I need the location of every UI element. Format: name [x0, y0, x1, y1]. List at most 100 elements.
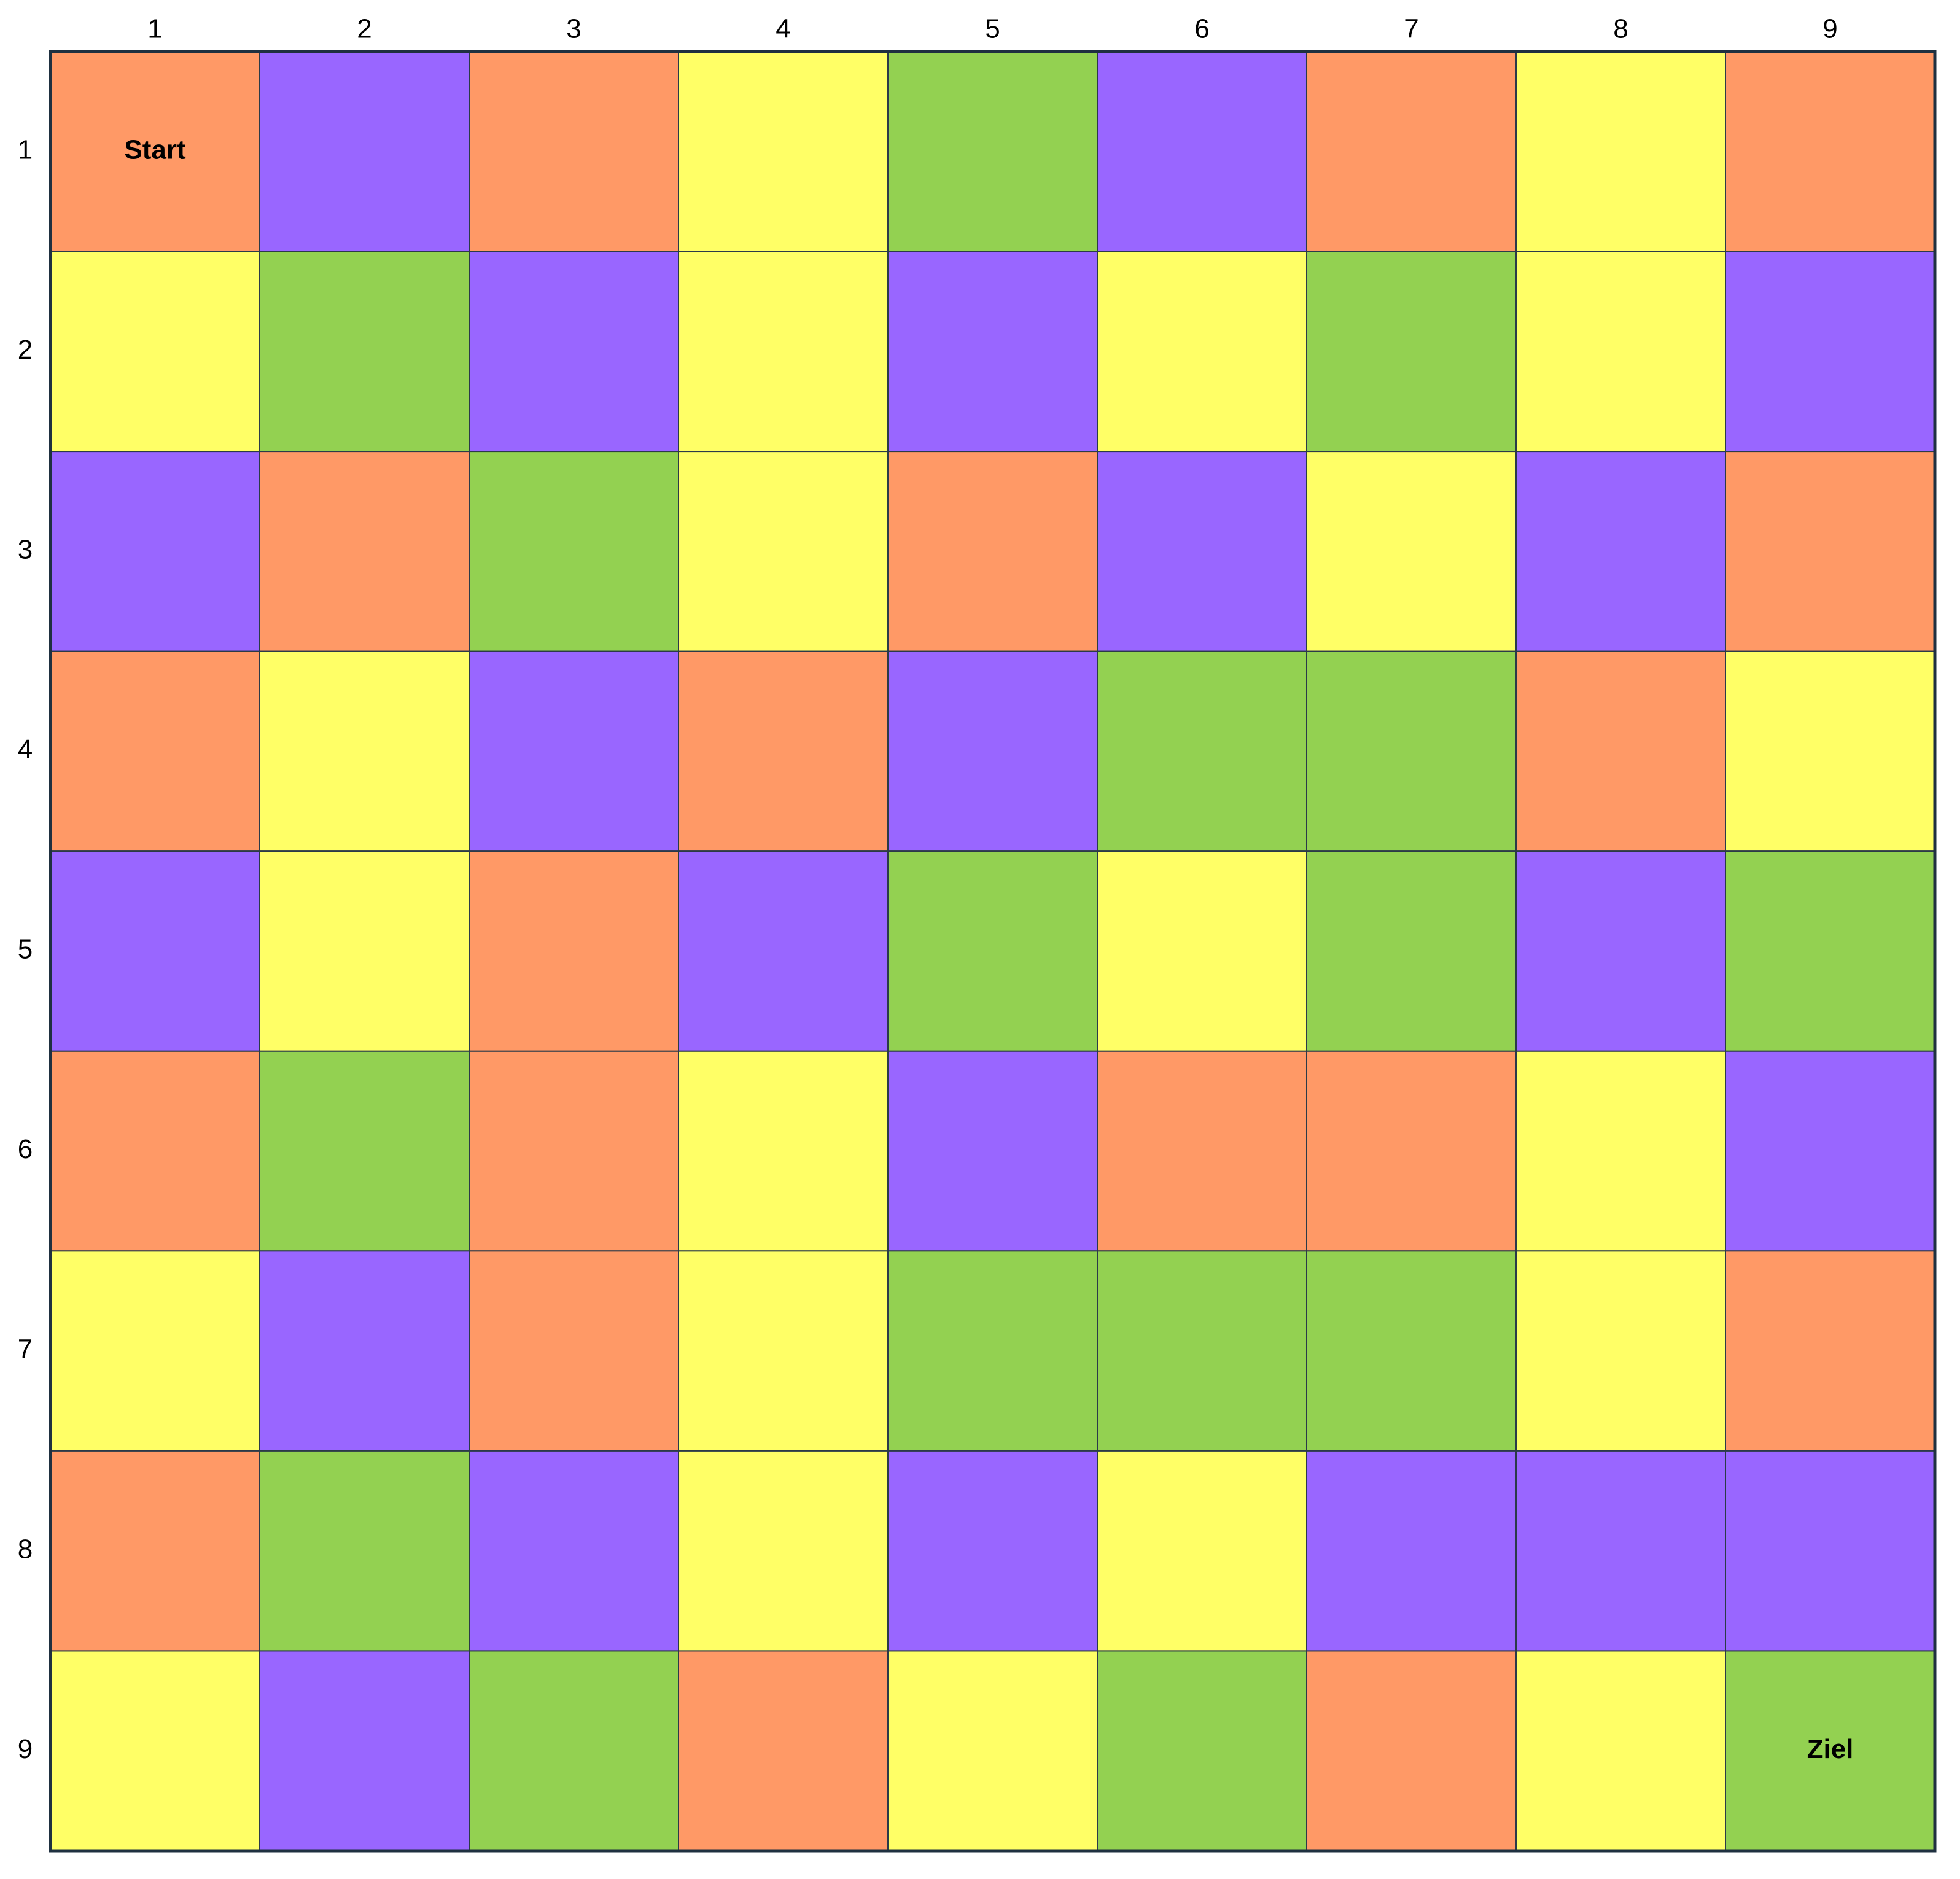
- board-cell: [1515, 1050, 1726, 1252]
- board-cell: [1097, 850, 1307, 1052]
- board-cell: [1097, 1450, 1307, 1652]
- column-label: 5: [985, 14, 1000, 44]
- column-label: 9: [1822, 14, 1837, 44]
- board-cell: [50, 451, 260, 652]
- board-cell: [678, 650, 889, 852]
- board-cell: [1725, 1250, 1935, 1452]
- board-cell: [469, 1250, 679, 1452]
- column-label: 3: [566, 14, 581, 44]
- board-cell: [50, 51, 260, 252]
- column-label: 4: [776, 14, 790, 44]
- board-cell: [1306, 1650, 1517, 1851]
- board-cell: [1306, 850, 1517, 1052]
- board-cell: [259, 1050, 470, 1252]
- board-cell: [678, 51, 889, 252]
- board-cell: [469, 51, 679, 252]
- board-cell: [50, 1050, 260, 1252]
- board-cell: [887, 251, 1098, 453]
- row-label: 3: [18, 535, 33, 565]
- board-cell: [1306, 451, 1517, 652]
- board-cell: [50, 1250, 260, 1452]
- board-cell: [259, 1650, 470, 1851]
- board-cell: [1097, 51, 1307, 252]
- board-cell: [1725, 451, 1935, 652]
- board-cell: [50, 1650, 260, 1851]
- board-cell: [469, 1650, 679, 1851]
- board-cell: [1306, 1050, 1517, 1252]
- board-cell: [259, 251, 470, 453]
- board-cell: [469, 850, 679, 1052]
- board-cell: [887, 850, 1098, 1052]
- board-cell: [1515, 451, 1726, 652]
- row-label: 1: [18, 134, 33, 165]
- board-cell: [678, 1250, 889, 1452]
- board-cell: [1515, 650, 1726, 852]
- column-label: 7: [1404, 14, 1418, 44]
- column-label: 2: [357, 14, 371, 44]
- board-cell: [1725, 1650, 1935, 1851]
- board-cell: [1097, 1650, 1307, 1851]
- board-cell: [887, 451, 1098, 652]
- board-cell: [1515, 51, 1726, 252]
- board-cell: [1306, 1250, 1517, 1452]
- board-cell: [259, 650, 470, 852]
- board-cell: [1097, 1250, 1307, 1452]
- board-cell: [1515, 850, 1726, 1052]
- board-cell: [1725, 251, 1935, 453]
- board-cell: [887, 1250, 1098, 1452]
- start-label: Start: [124, 134, 186, 165]
- board-cell: [259, 51, 470, 252]
- board-cell: [1725, 1050, 1935, 1252]
- row-label: 8: [18, 1534, 33, 1564]
- board-cell: [678, 1650, 889, 1851]
- board-cell: [678, 1050, 889, 1252]
- board-cell: [1725, 51, 1935, 252]
- row-label: 6: [18, 1134, 33, 1164]
- board-cell: [1306, 1450, 1517, 1652]
- board-cell: [259, 1250, 470, 1452]
- board-cell: [259, 451, 470, 652]
- row-label: 7: [18, 1334, 33, 1364]
- board-cell: [1097, 451, 1307, 652]
- board-border: [49, 50, 1937, 1853]
- board-cell: [887, 1650, 1098, 1851]
- board-cell: [1725, 1450, 1935, 1652]
- board-cell: [469, 650, 679, 852]
- goal-label: Ziel: [1807, 1734, 1854, 1764]
- board-cell: [1097, 1050, 1307, 1252]
- column-label: 1: [147, 14, 162, 44]
- row-label: 9: [18, 1734, 33, 1764]
- board-cell: [1097, 251, 1307, 453]
- board-cell: [1097, 650, 1307, 852]
- board-cell: [1515, 251, 1726, 453]
- row-label: 5: [18, 935, 33, 965]
- board-cell: [887, 1450, 1098, 1652]
- board-cell: [50, 1450, 260, 1652]
- board-cell: [887, 1050, 1098, 1252]
- board-cell: [259, 850, 470, 1052]
- row-label: 2: [18, 335, 33, 365]
- board-cell: [1725, 850, 1935, 1052]
- board-cell: [50, 650, 260, 852]
- board-cell: [1515, 1450, 1726, 1652]
- board-cell: [887, 650, 1098, 852]
- board-cell: [678, 1450, 889, 1652]
- column-label: 8: [1613, 14, 1628, 44]
- board-cell: [1306, 650, 1517, 852]
- board-cell: [1515, 1250, 1726, 1452]
- board-cell: [469, 1050, 679, 1252]
- row-label: 4: [18, 734, 33, 764]
- board-cell: [1306, 251, 1517, 453]
- board-cell: [1515, 1650, 1726, 1851]
- board-cell: [1725, 650, 1935, 852]
- board-cell: [887, 51, 1098, 252]
- board-cell: [469, 251, 679, 453]
- board-cell: [259, 1450, 470, 1652]
- board-cell: [469, 1450, 679, 1652]
- column-label: 6: [1194, 14, 1209, 44]
- board-cell: [678, 451, 889, 652]
- board-cell: [469, 451, 679, 652]
- board-cell: [50, 251, 260, 453]
- board-cell: [1306, 51, 1517, 252]
